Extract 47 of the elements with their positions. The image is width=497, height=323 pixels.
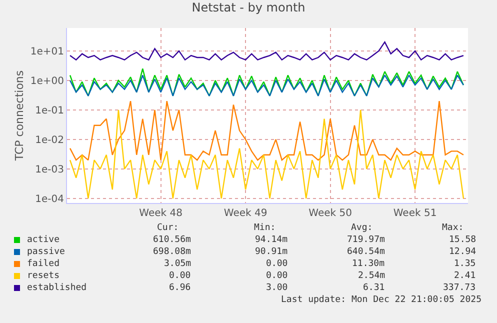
x-tick-label: Week 49 — [224, 208, 268, 219]
y-axis-title: TCP connections — [13, 70, 26, 162]
text: 15.58 — [449, 235, 476, 245]
y-tick-label: 1e-01 — [35, 105, 64, 116]
text: 337.73 — [443, 283, 476, 293]
text: Max: — [442, 223, 464, 233]
text: 1.35 — [454, 259, 476, 269]
text: 640.54m — [347, 247, 385, 257]
y-tick-label: 1e-03 — [35, 164, 64, 176]
x-tick-label: Week 50 — [308, 208, 352, 219]
y-tick-label: 1e-04 — [35, 194, 64, 205]
legend-label: active — [27, 235, 60, 245]
line-series — [69, 100, 464, 161]
legend-label: resets — [27, 271, 60, 281]
line-series — [69, 74, 464, 96]
y-tick-label: 1e+00 — [30, 76, 64, 87]
x-tick-label: Week 48 — [139, 208, 182, 219]
legend-label: passive — [27, 247, 65, 257]
text: 90.91m — [255, 247, 288, 257]
line-series — [69, 41, 464, 60]
text: Cur: — [157, 223, 179, 233]
text: 2.54m — [358, 271, 386, 281]
text: 6.96 — [169, 283, 191, 293]
text: Min: — [254, 223, 276, 233]
y-tick-label: 1e+01 — [30, 46, 64, 58]
text: 0.00 — [266, 259, 288, 269]
text: 698.08m — [153, 247, 191, 257]
chart-title: Netstat - by month — [192, 0, 306, 14]
y-tick-label: 1e-02 — [35, 134, 64, 146]
text: 11.30m — [352, 259, 385, 269]
text: 12.94 — [449, 247, 476, 257]
text: 3.05m — [164, 259, 192, 269]
text: 2.41 — [454, 271, 476, 281]
text: 94.14m — [255, 235, 288, 245]
legend-label: failed — [27, 259, 60, 269]
text: 0.00 — [169, 271, 191, 281]
text: 3.00 — [266, 283, 288, 293]
text: Avg: — [351, 223, 373, 233]
text: Last update: Mon Dec 22 21:00:05 2025 — [281, 295, 482, 305]
text: 719.97m — [347, 235, 385, 245]
text: 0.00 — [266, 271, 288, 281]
line-series — [69, 109, 464, 200]
x-tick-label: Week 51 — [393, 208, 437, 219]
legend-label: established — [27, 283, 87, 293]
line-series — [69, 68, 464, 96]
text: 6.31 — [363, 283, 385, 293]
text: 610.56m — [153, 235, 191, 245]
